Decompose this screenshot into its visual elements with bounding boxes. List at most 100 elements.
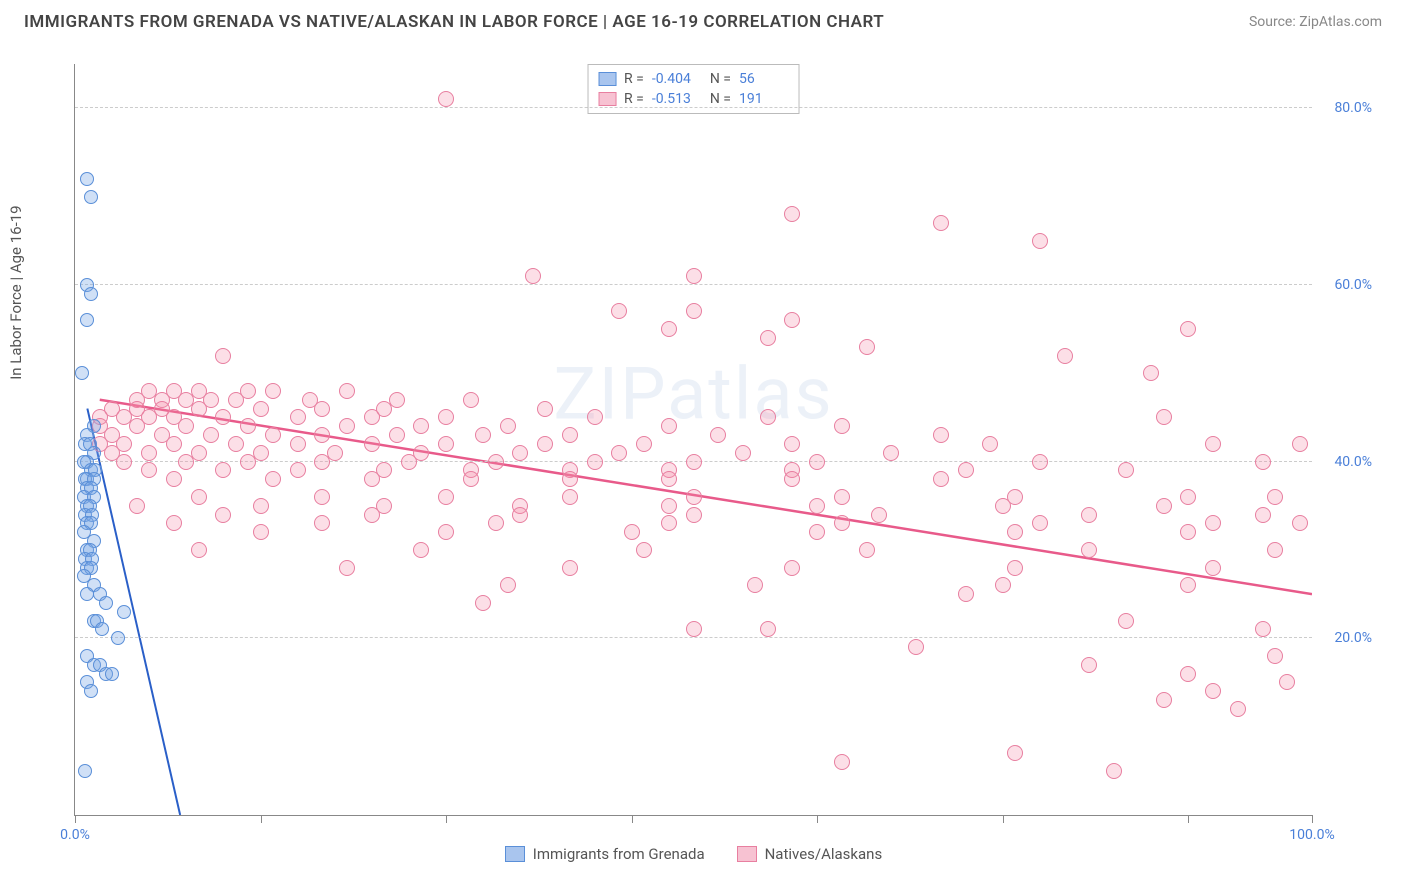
series-legend: Immigrants from Grenada Natives/Alaskans: [75, 845, 1312, 863]
natives-point: [587, 454, 603, 470]
natives-point: [475, 427, 491, 443]
natives-point: [760, 330, 776, 346]
x-tick: [632, 815, 633, 823]
grenada-point: [78, 764, 92, 778]
natives-point: [686, 454, 702, 470]
y-tick-label: 60.0%: [1334, 277, 1372, 293]
natives-point: [215, 348, 231, 364]
natives-point: [636, 436, 652, 452]
natives-point: [995, 498, 1011, 514]
natives-point: [611, 445, 627, 461]
natives-point: [1205, 515, 1221, 531]
natives-point: [215, 462, 231, 478]
legend-item-grenada: Immigrants from Grenada: [505, 845, 705, 863]
natives-point: [1180, 321, 1196, 337]
grenada-point: [84, 287, 98, 301]
natives-point: [686, 507, 702, 523]
grenada-point: [99, 596, 113, 610]
natives-point: [228, 392, 244, 408]
natives-point: [562, 471, 578, 487]
grenada-swatch-icon: [598, 72, 616, 86]
natives-point: [1032, 515, 1048, 531]
natives-point: [253, 524, 269, 540]
natives-point: [784, 560, 800, 576]
legend-item-natives: Natives/Alaskans: [737, 845, 883, 863]
natives-point: [141, 445, 157, 461]
natives-point: [1156, 692, 1172, 708]
natives-point: [1267, 648, 1283, 664]
natives-point: [933, 215, 949, 231]
natives-point: [488, 515, 504, 531]
r-label: R =: [624, 71, 644, 87]
natives-point: [1255, 454, 1271, 470]
natives-n-value: 191: [739, 91, 789, 107]
natives-point: [290, 409, 306, 425]
natives-point: [1156, 498, 1172, 514]
natives-point: [1180, 666, 1196, 682]
natives-point: [537, 401, 553, 417]
natives-point: [1118, 462, 1134, 478]
natives-trendline: [100, 400, 1312, 594]
natives-point: [562, 489, 578, 505]
natives-point: [475, 595, 491, 611]
natives-point: [661, 321, 677, 337]
natives-legend-label: Natives/Alaskans: [765, 845, 883, 863]
natives-point: [1255, 507, 1271, 523]
natives-r-value: -0.513: [652, 91, 702, 107]
natives-point: [314, 515, 330, 531]
natives-point: [995, 577, 1011, 593]
natives-point: [191, 489, 207, 505]
natives-point: [314, 489, 330, 505]
x-tick: [446, 815, 447, 823]
grenada-n-value: 56: [739, 71, 789, 87]
chart-container: In Labor Force | Age 16-19 ZIPatlas R = …: [24, 48, 1382, 868]
natives-point: [1032, 454, 1048, 470]
natives-point: [339, 418, 355, 434]
natives-point: [784, 206, 800, 222]
grenada-point: [95, 622, 109, 636]
natives-point: [314, 427, 330, 443]
natives-point: [364, 471, 380, 487]
natives-point: [624, 524, 640, 540]
natives-point: [611, 303, 627, 319]
grenada-r-value: -0.404: [652, 71, 702, 87]
natives-point: [1255, 621, 1271, 637]
source-attribution: Source: ZipAtlas.com: [1249, 14, 1382, 30]
natives-point: [871, 507, 887, 523]
natives-point: [686, 489, 702, 505]
natives-point: [265, 471, 281, 487]
natives-point: [401, 454, 417, 470]
natives-point: [240, 418, 256, 434]
natives-point: [859, 339, 875, 355]
gridline: [75, 107, 1312, 108]
natives-point: [933, 427, 949, 443]
natives-point: [500, 577, 516, 593]
natives-point: [314, 454, 330, 470]
x-tick: [1003, 815, 1004, 823]
x-tick: [817, 815, 818, 823]
x-tick: [1312, 815, 1313, 823]
legend-row-natives: R = -0.513N = 191: [598, 89, 789, 109]
natives-point: [525, 268, 541, 284]
natives-point: [834, 418, 850, 434]
grenada-point: [80, 172, 94, 186]
natives-point: [178, 454, 194, 470]
natives-point: [141, 462, 157, 478]
natives-point: [1081, 507, 1097, 523]
natives-point: [1205, 436, 1221, 452]
natives-point: [958, 586, 974, 602]
natives-point: [1081, 542, 1097, 558]
natives-point: [859, 542, 875, 558]
n-label: N =: [710, 71, 731, 87]
natives-point: [463, 471, 479, 487]
natives-point: [438, 489, 454, 505]
natives-point: [760, 621, 776, 637]
y-tick-label: 80.0%: [1334, 100, 1372, 116]
natives-point: [661, 515, 677, 531]
natives-point: [1205, 683, 1221, 699]
natives-point: [438, 436, 454, 452]
natives-point: [587, 409, 603, 425]
y-tick-label: 20.0%: [1334, 630, 1372, 646]
natives-point: [686, 268, 702, 284]
trendlines-layer: [75, 64, 1312, 815]
